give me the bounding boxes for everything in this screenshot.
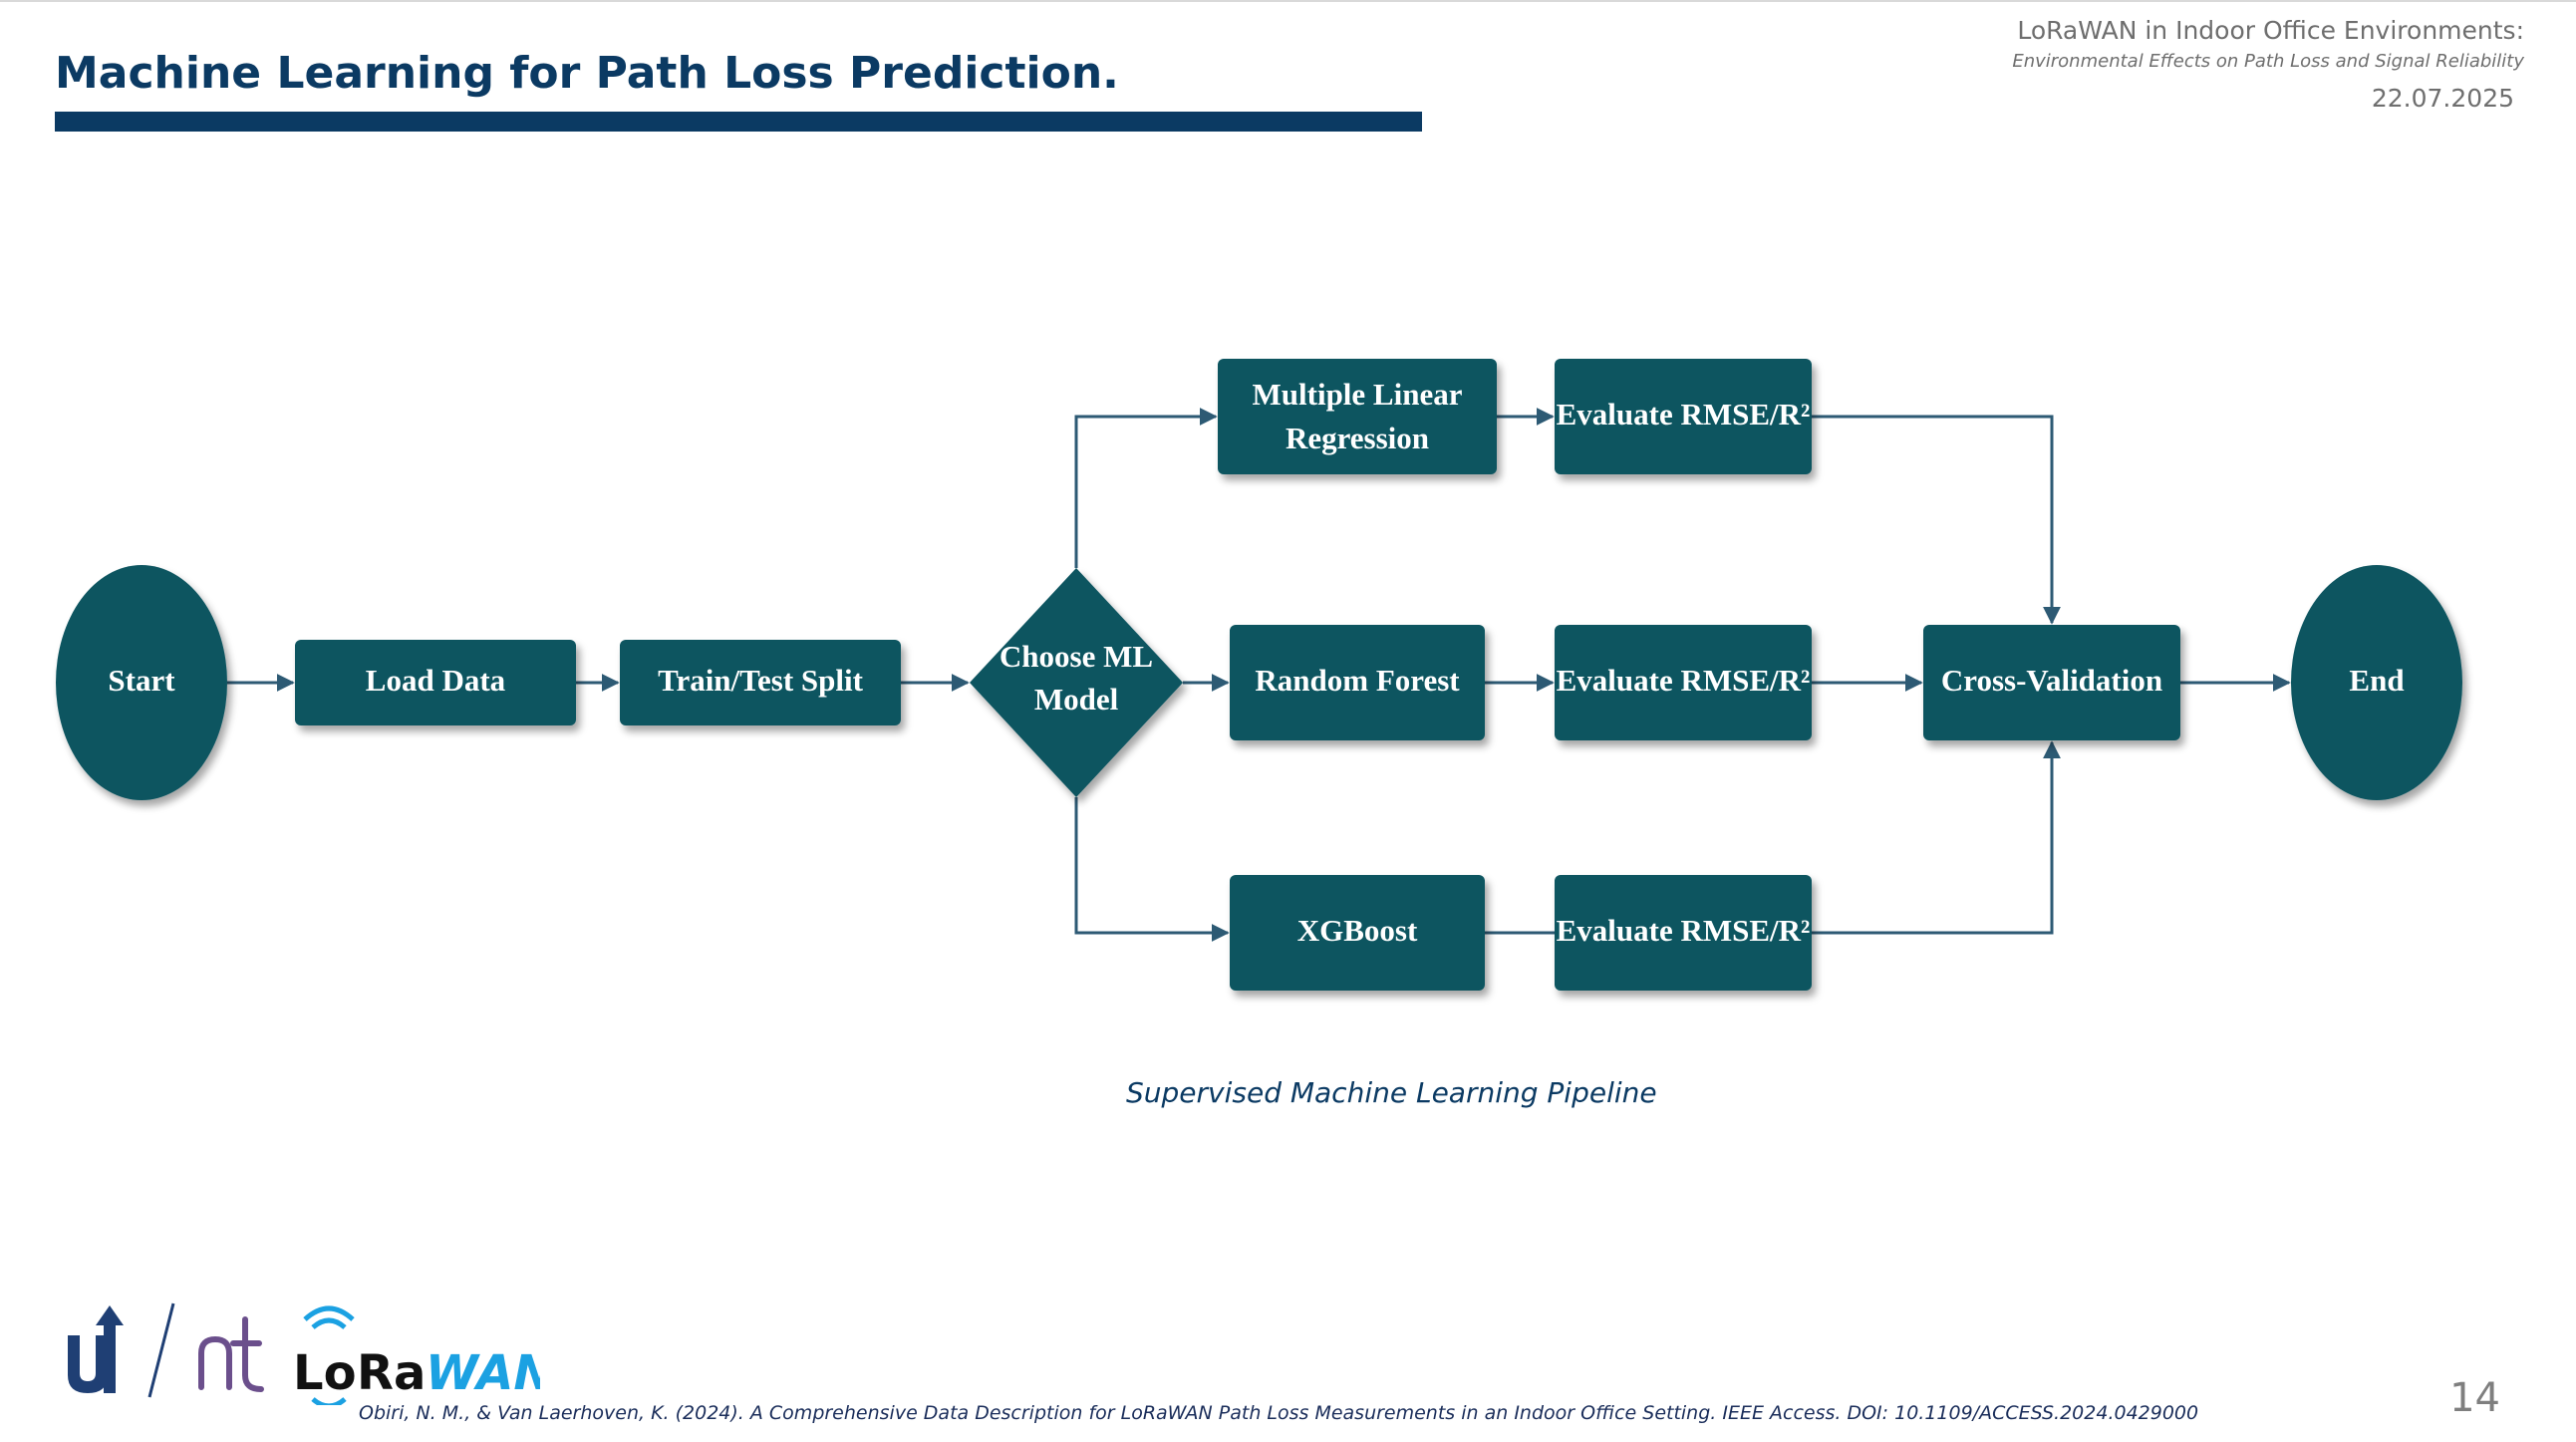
random-forest-label: Random Forest xyxy=(1255,663,1460,698)
choose-model-node xyxy=(970,568,1183,797)
xgboost-node xyxy=(1230,875,1485,991)
load-data-node xyxy=(295,640,576,725)
group-logo xyxy=(198,1316,264,1392)
logos: Lo Ra WAN xyxy=(68,1302,540,1405)
eval-mlr-node xyxy=(1555,359,1812,474)
edge-choose-model-to-mlr xyxy=(1074,408,1218,568)
choose-model-label-line2: Model xyxy=(1034,682,1119,717)
figure-caption: Supervised Machine Learning Pipeline xyxy=(1126,1076,1657,1109)
mlr-node xyxy=(1218,359,1497,474)
eval-xgb-node xyxy=(1555,875,1812,991)
train-test-split-label: Train/Test Split xyxy=(658,663,864,698)
page-number: 14 xyxy=(2449,1375,2500,1421)
start-node xyxy=(56,565,227,800)
logo-divider xyxy=(147,1302,175,1398)
random-forest-node xyxy=(1230,625,1485,740)
mlr-label-line1: Multiple Linear xyxy=(1253,377,1463,412)
end-label: End xyxy=(2349,663,2404,698)
eval-rf-node xyxy=(1555,625,1812,740)
slide-title: Machine Learning for Path Loss Predictio… xyxy=(55,48,1119,99)
xgboost-label: XGBoost xyxy=(1297,913,1418,948)
presentation-header: LoRaWAN in Indoor Office Environments: E… xyxy=(2012,16,2524,113)
presentation-date: 22.07.2025 xyxy=(2371,84,2514,113)
train-test-split-node xyxy=(620,640,901,725)
cross-validation-label: Cross-Validation xyxy=(1941,663,2162,698)
edge-eval-mlr-to-cross-validation xyxy=(1812,415,2061,625)
university-logo xyxy=(68,1305,124,1393)
choose-model-label-line1: Choose ML xyxy=(1000,639,1153,674)
edge-choose-model-to-xgboost xyxy=(1074,797,1230,942)
citation: Obiri, N. M., & Van Laerhoven, K. (2024)… xyxy=(359,1402,2199,1424)
mlr-label-line2: Regression xyxy=(1286,421,1429,455)
lorawan-logo: Lo Ra WAN xyxy=(293,1305,540,1405)
top-rule xyxy=(0,0,2576,2)
load-data-label: Load Data xyxy=(366,663,506,698)
svg-text:WAN: WAN xyxy=(426,1345,540,1401)
eval-xgb-label: Evaluate RMSE/R² xyxy=(1557,913,1811,948)
eval-mlr-label: Evaluate RMSE/R² xyxy=(1557,397,1811,432)
end-node xyxy=(2291,565,2462,800)
presentation-subtitle: Environmental Effects on Path Loss and S… xyxy=(2012,51,2524,72)
ml-pipeline-flowchart: Start Load Data Train/Test Split Choose … xyxy=(56,359,2462,991)
title-underline-bar xyxy=(55,112,1422,132)
svg-text:Lo: Lo xyxy=(293,1345,357,1401)
presentation-title: LoRaWAN in Indoor Office Environments: xyxy=(2017,16,2524,45)
start-label: Start xyxy=(108,663,175,698)
svg-text:Ra: Ra xyxy=(357,1345,426,1401)
edge-eval-xgb-to-cross-validation xyxy=(1812,740,2061,935)
eval-rf-label: Evaluate RMSE/R² xyxy=(1557,663,1811,698)
cross-validation-node xyxy=(1923,625,2180,740)
